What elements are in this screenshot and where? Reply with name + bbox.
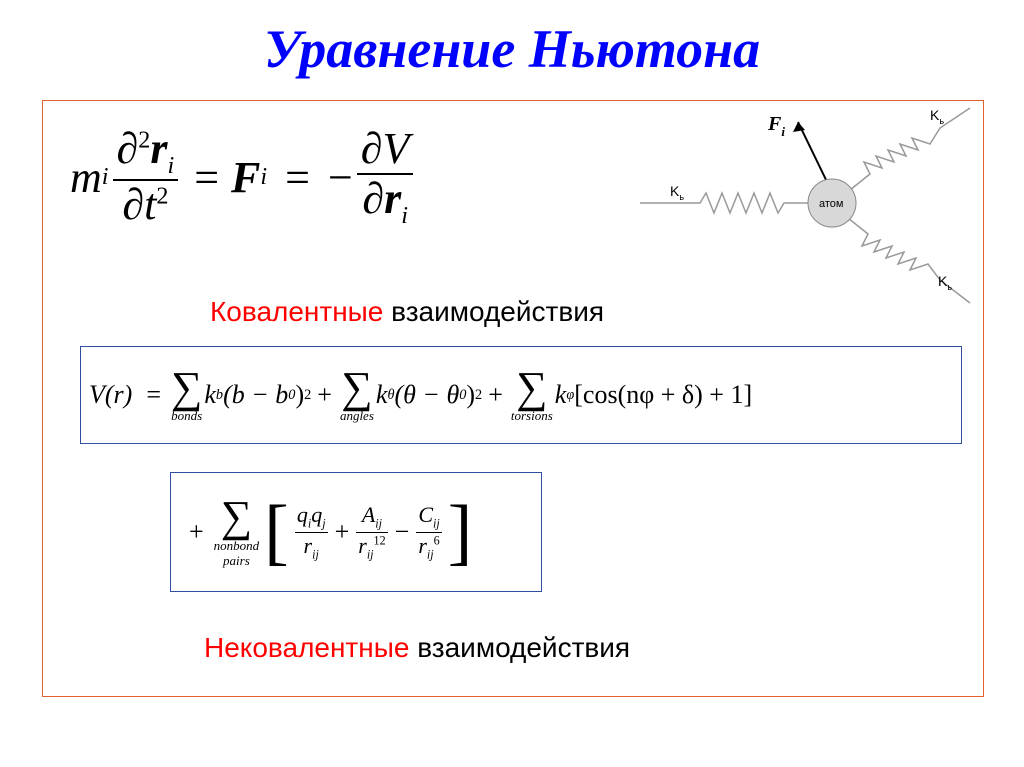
eq-m: m: [70, 152, 102, 203]
eq-frac-d2r-dt2: ∂2ri ∂t2: [113, 125, 179, 230]
nb-plus: +: [189, 517, 204, 547]
spring-top-right: [850, 108, 970, 190]
kphi-sub: φ: [566, 387, 574, 404]
angles-tail: ): [466, 380, 475, 410]
noncovalent-label: Нековалентные взаимодействия: [204, 632, 630, 664]
theta0-sub: 0: [459, 387, 466, 404]
eq-F-sub: i: [260, 163, 267, 191]
Vr-eq: =: [146, 380, 161, 410]
noncov-red: Нековалентные: [204, 632, 409, 663]
partial-top: ∂: [117, 124, 139, 173]
k-label-top: Kь: [930, 107, 944, 126]
plus2: +: [488, 380, 503, 410]
ktheta: k: [376, 380, 388, 410]
force-arrow: [798, 122, 830, 188]
torsions-body: [cos(nφ + δ) + 1]: [574, 380, 752, 410]
sigma-angles: ∑ angles: [340, 368, 374, 423]
frac-A: Aij rij12: [356, 502, 387, 562]
frac-C: Cij rij6: [416, 502, 441, 562]
V-sym: V: [383, 124, 410, 173]
potential-nonbond-box: + ∑ nonbond pairs [ qiqj rij + Aij rij12…: [170, 472, 542, 592]
bonds-exp: 2: [304, 387, 311, 404]
sigma-nonbond: ∑ nonbond pairs: [214, 497, 260, 567]
angles-exp: 2: [475, 387, 482, 404]
ktheta-sub: θ: [387, 387, 394, 404]
partial-bot: ∂: [122, 180, 144, 229]
r-den: r: [384, 174, 401, 223]
covalent-label: Ковалентные взаимодействия: [210, 296, 604, 328]
partial-r: ∂: [362, 174, 384, 223]
t-bot: t: [144, 180, 156, 229]
eq-equals1: =: [194, 152, 219, 203]
covalent-black: взаимодействия: [383, 296, 604, 327]
kb-sub: b: [216, 387, 223, 404]
spring-left: [640, 193, 812, 213]
Vr-lhs: V(r): [89, 380, 132, 410]
covalent-red: Ковалентные: [210, 296, 383, 327]
newton-equation: mi ∂2ri ∂t2 = Fi = − ∂V ∂ri: [70, 125, 417, 230]
kphi: k: [555, 380, 567, 410]
bonds-body: (b − b: [223, 380, 288, 410]
rbracket: ]: [448, 495, 473, 569]
sigma-torsions: ∑ torsions: [511, 368, 553, 423]
nb-plus2: +: [335, 517, 350, 547]
nb-minus: −: [395, 517, 410, 547]
eq-minus: −: [328, 152, 353, 203]
sigma-bonds: ∑ bonds: [171, 368, 202, 423]
eq-F: F: [231, 152, 260, 203]
page-title: Уравнение Ньютона: [0, 0, 1024, 90]
force-label: Fi: [767, 113, 785, 139]
b0-sub: 0: [288, 387, 295, 404]
eq-equals2: =: [285, 152, 310, 203]
angles-body: (θ − θ: [394, 380, 459, 410]
k-label-bottom: Kь: [938, 273, 952, 292]
eq-frac-dV-dr: ∂V ∂ri: [357, 125, 414, 230]
bonds-tail: ): [295, 380, 304, 410]
r-top: r: [150, 124, 167, 173]
r-top-sub: i: [167, 152, 174, 179]
potential-covalent-box: V(r) = ∑ bonds kb (b − b0)2 + ∑ angles k…: [80, 346, 962, 444]
r-den-sub: i: [401, 202, 408, 229]
k-label-left: Kь: [670, 183, 684, 202]
eq-m-sub: i: [102, 163, 109, 191]
frac-qq: qiqj rij: [295, 502, 328, 562]
noncov-black: взаимодействия: [409, 632, 630, 663]
kb: k: [204, 380, 216, 410]
atom-label: атом: [819, 198, 843, 210]
plus1: +: [317, 380, 332, 410]
partial-V: ∂: [361, 124, 383, 173]
lbracket: [: [264, 495, 289, 569]
atom-spring-diagram: Kь Kь Kь Fi атом: [620, 108, 980, 298]
